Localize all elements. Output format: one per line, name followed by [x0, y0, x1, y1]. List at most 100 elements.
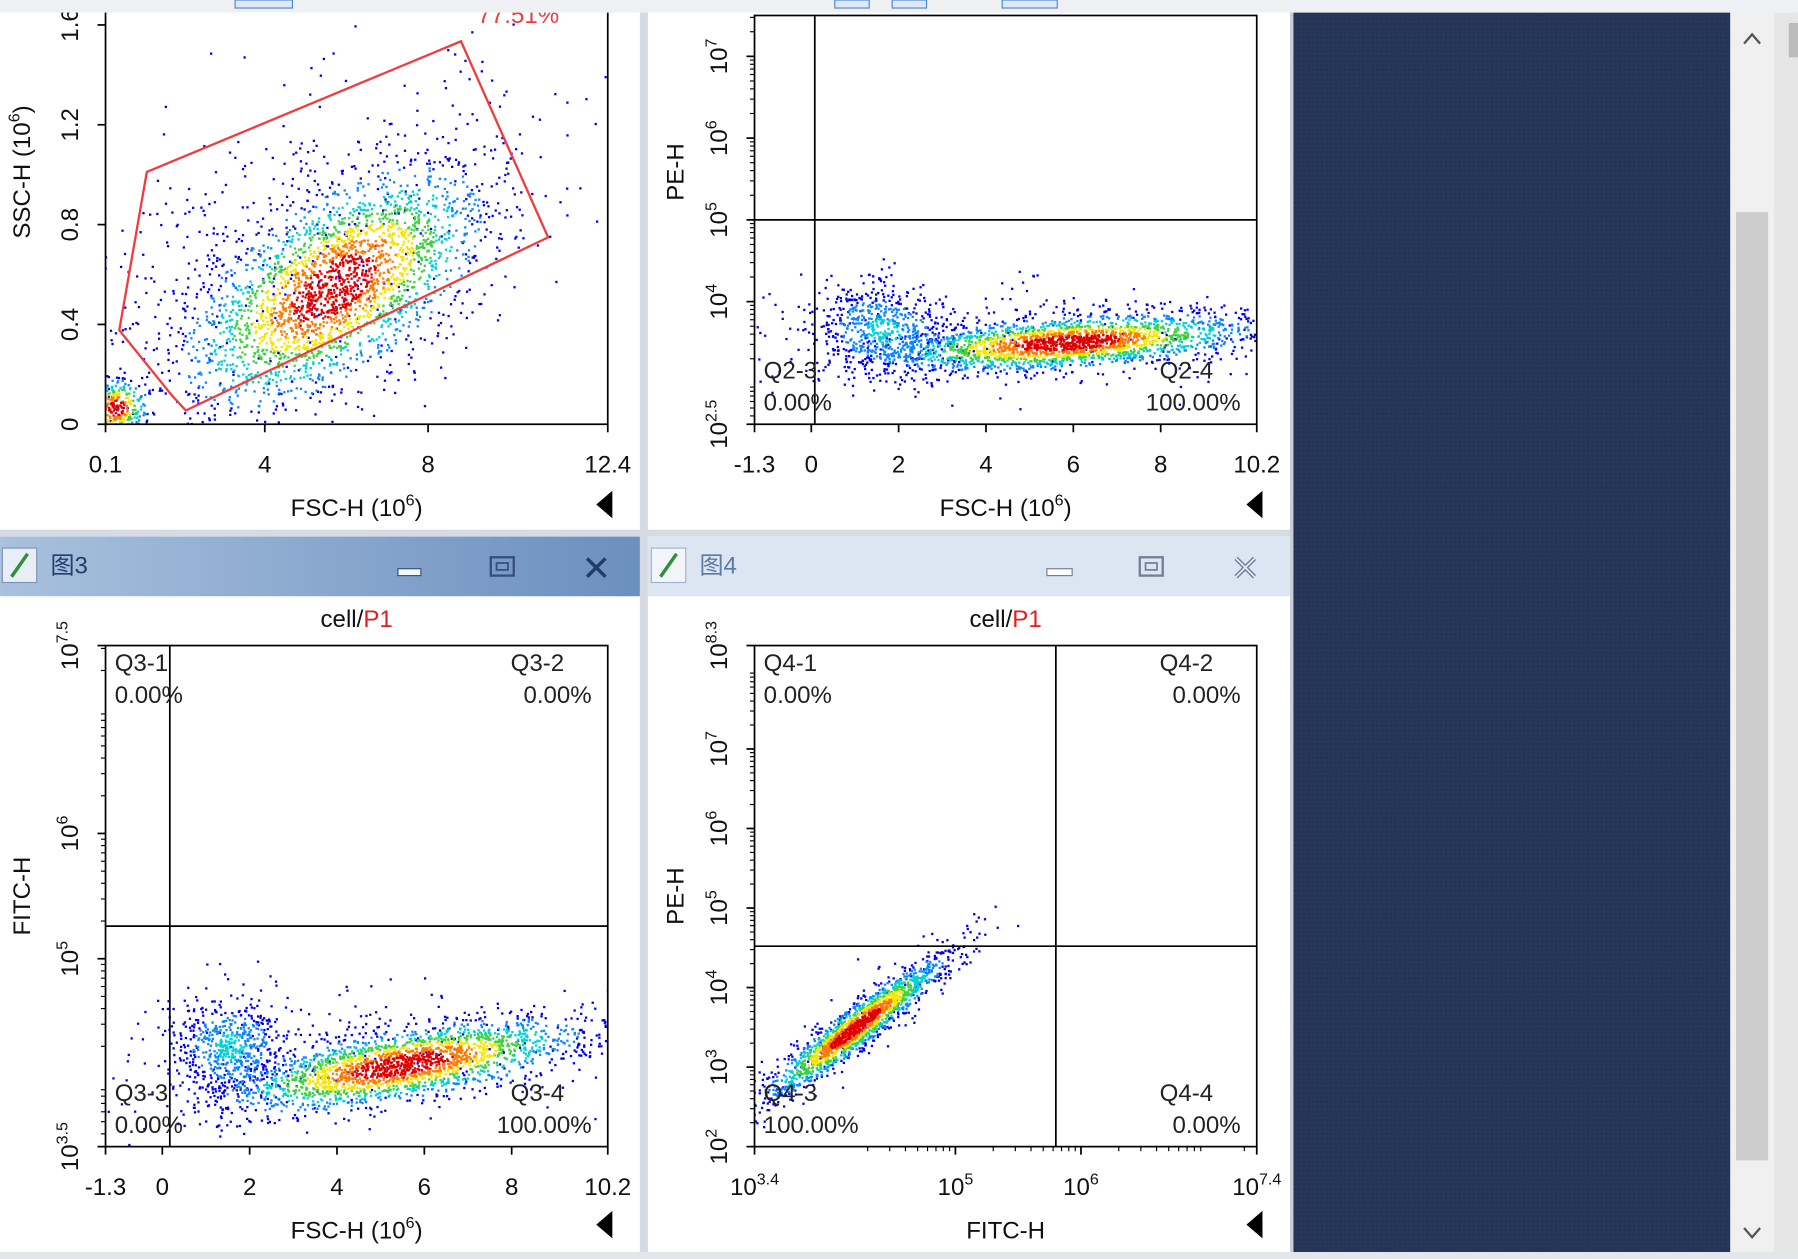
- event-dot: [184, 212, 187, 215]
- event-dot: [828, 359, 831, 362]
- event-dot: [279, 302, 282, 305]
- event-dot: [313, 179, 316, 183]
- event-dot: [408, 260, 412, 263]
- event-dot: [202, 282, 205, 285]
- event-dot: [107, 387, 111, 391]
- event-dot: [923, 296, 926, 300]
- event-dot: [335, 275, 338, 279]
- event-dot: [953, 327, 956, 330]
- event-dot: [212, 320, 215, 323]
- event-dot: [107, 419, 110, 422]
- event-dot: [425, 239, 428, 242]
- event-dot: [261, 312, 264, 315]
- event-dot: [869, 296, 872, 300]
- event-dot: [232, 373, 235, 376]
- event-dot: [288, 228, 292, 232]
- event-dot: [1180, 346, 1183, 349]
- event-dot: [330, 328, 333, 332]
- event-dot: [313, 303, 316, 307]
- event-dot: [289, 310, 292, 313]
- event-dot: [888, 266, 891, 269]
- event-dot: [376, 308, 379, 311]
- event-dot: [415, 292, 418, 295]
- event-dot: [926, 338, 929, 342]
- event-dot: [468, 219, 471, 223]
- event-dot: [308, 356, 311, 359]
- event-dot: [314, 224, 317, 227]
- event-dot: [376, 375, 379, 378]
- plot-frame: [104, 0, 609, 426]
- event-dot: [1165, 354, 1168, 357]
- event-dot: [878, 356, 882, 359]
- event-dot: [235, 312, 238, 315]
- event-dot: [1063, 302, 1066, 305]
- event-dot: [899, 348, 903, 351]
- event-dot: [154, 315, 157, 319]
- event-dot: [364, 272, 368, 275]
- event-dot: [1024, 315, 1028, 319]
- event-dot: [443, 237, 447, 241]
- event-dot: [797, 348, 800, 351]
- event-dot: [866, 350, 870, 353]
- event-dot: [1186, 314, 1189, 317]
- event-dot: [269, 337, 272, 340]
- event-dot: [407, 353, 411, 357]
- event-dot: [368, 225, 371, 228]
- event-dot: [1088, 319, 1092, 323]
- event-dot: [1083, 361, 1086, 365]
- event-dot: [309, 249, 312, 253]
- event-dot: [1196, 376, 1199, 379]
- event-dot: [116, 393, 120, 397]
- event-dot: [1217, 336, 1220, 340]
- event-dot: [848, 366, 851, 369]
- event-dot: [423, 214, 426, 217]
- event-dot: [309, 169, 312, 172]
- event-dot: [316, 183, 320, 186]
- event-dot: [911, 336, 915, 340]
- event-dot: [280, 323, 284, 326]
- event-dot: [790, 357, 793, 361]
- event-dot: [334, 269, 337, 272]
- event-dot: [284, 283, 287, 286]
- event-dot: [1153, 352, 1156, 355]
- event-dot: [908, 312, 911, 315]
- event-dot: [124, 413, 127, 416]
- event-dot: [1119, 357, 1122, 360]
- event-dot: [140, 376, 144, 380]
- event-dot: [377, 350, 381, 353]
- event-dot: [130, 421, 134, 424]
- event-dot: [270, 227, 274, 231]
- event-dot: [462, 169, 465, 173]
- event-dot: [288, 294, 292, 297]
- event-dot: [354, 258, 358, 261]
- event-dot: [241, 360, 245, 364]
- event-dot: [771, 375, 774, 378]
- event-dot: [339, 345, 342, 348]
- event-dot: [951, 363, 955, 366]
- event-dot: [894, 307, 897, 310]
- event-dot: [272, 285, 276, 288]
- event-dot: [261, 278, 264, 282]
- event-dot: [485, 228, 488, 231]
- event-dot: [829, 330, 833, 333]
- event-dot: [288, 239, 291, 243]
- event-dot: [428, 261, 432, 265]
- event-dot: [1017, 380, 1020, 384]
- event-dot: [1122, 370, 1125, 373]
- event-dot: [408, 320, 411, 324]
- event-dot: [1239, 318, 1243, 321]
- event-dot: [1085, 364, 1088, 368]
- event-dot: [1190, 320, 1194, 323]
- event-dot: [279, 266, 282, 269]
- event-dot: [261, 335, 264, 339]
- event-dot: [409, 280, 412, 283]
- event-dot: [417, 318, 420, 322]
- event-dot: [335, 320, 339, 323]
- event-dot: [1195, 306, 1198, 309]
- event-dot: [857, 361, 861, 364]
- event-dot: [332, 232, 335, 235]
- event-dot: [257, 349, 260, 352]
- event-dot: [394, 253, 397, 256]
- event-dot: [346, 277, 349, 281]
- event-dot: [934, 302, 938, 305]
